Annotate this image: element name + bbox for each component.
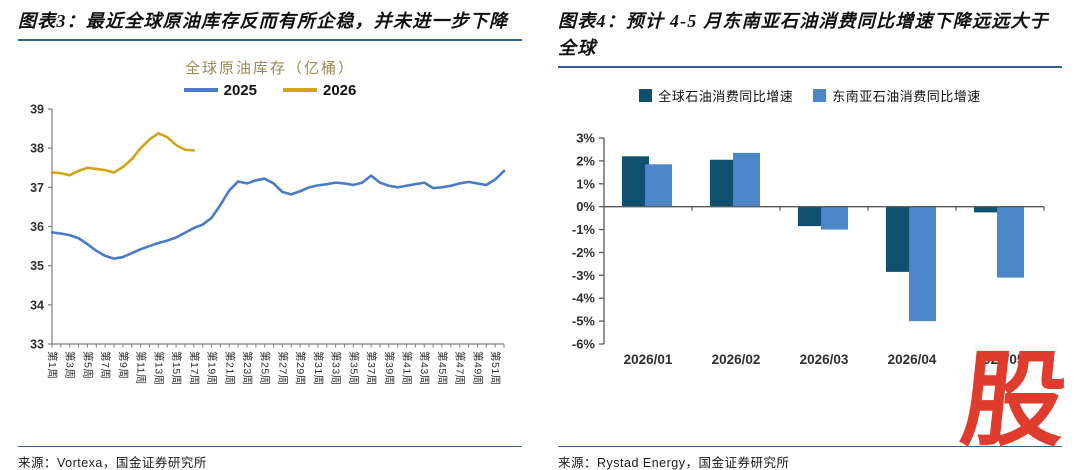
legend-item-2026: 2026: [283, 82, 356, 99]
svg-text:-5%: -5%: [572, 314, 596, 329]
legend-item-2025: 2025: [183, 81, 257, 99]
figure3-heading-divider: [18, 39, 522, 41]
svg-text:第33周: 第33周: [330, 351, 343, 386]
svg-text:-2%: -2%: [572, 245, 596, 260]
svg-text:34: 34: [30, 298, 44, 312]
global-crude-inventory-line-chart: 39 38 37 36 35 34 33 第1周 第3周 第5周 第7周 第9周 第11周 第13周 第15…: [18, 99, 522, 418]
svg-text:第5周: 第5周: [81, 351, 94, 379]
svg-text:第13周: 第13周: [152, 351, 165, 386]
legend-square-swatch-sea: [813, 88, 827, 102]
svg-text:2026/03: 2026/03: [800, 352, 849, 367]
legend-line-swatch-2025: [183, 88, 218, 92]
figure4-heading: 图表4：预计 4-5 月东南亚石油消费同比增速下降远远大于全球: [558, 11, 1049, 58]
legend-line-swatch-2026: [283, 88, 317, 92]
svg-text:第23周: 第23周: [241, 351, 254, 386]
svg-text:38: 38: [30, 142, 44, 156]
red-stock-watermark: 股: [955, 339, 1073, 461]
svg-text:第47周: 第47周: [454, 351, 467, 386]
svg-text:1%: 1%: [576, 176, 595, 191]
legend-label-2026: 2026: [323, 81, 357, 99]
svg-text:-3%: -3%: [572, 268, 596, 283]
svg-text:2%: 2%: [576, 153, 595, 168]
svg-text:第51周: 第51周: [489, 351, 502, 386]
bar-chart-legend: 全球石油消费同比增速 东南亚石油消费同比增速: [558, 86, 1062, 104]
line-chart-legend: 2025 2026: [18, 81, 522, 99]
figure4-heading-divider: [558, 66, 1062, 68]
svg-text:第17周: 第17周: [188, 351, 201, 386]
figure3-heading: 图表3：最近全球原油库存反而有所企稳，并未进一步下降: [18, 11, 509, 31]
figure4-source: 来源：Rystad Energy，国金证券研究所: [558, 456, 790, 470]
oil-consumption-growth-bar-chart: 3% 2% 1% 0% -1% -2% -3% -4% -5% -6% 2026/01 2026/02…: [558, 130, 1062, 383]
svg-text:第27周: 第27周: [276, 351, 289, 386]
svg-text:第11周: 第11周: [135, 351, 148, 385]
figure4-panel: 图表4：预计 4-5 月东南亚石油消费同比增速下降远远大于全球 全球石油消费同比…: [558, 8, 1062, 383]
svg-text:第9周: 第9周: [117, 351, 130, 379]
figure3-source: 来源：Vortexa，国金证券研究所: [18, 456, 207, 470]
line-chart-title: 全球原油库存（亿桶）: [184, 60, 355, 77]
svg-text:3%: 3%: [576, 131, 595, 146]
svg-text:第1周: 第1周: [46, 351, 59, 379]
svg-text:37: 37: [30, 181, 44, 195]
svg-text:第43周: 第43周: [418, 351, 431, 386]
legend-square-swatch-global: [639, 88, 653, 102]
svg-text:第29周: 第29周: [294, 351, 307, 386]
svg-text:第35周: 第35周: [347, 351, 360, 386]
svg-text:第19周: 第19周: [206, 351, 219, 386]
svg-text:35: 35: [30, 259, 44, 273]
svg-text:第15周: 第15周: [170, 351, 183, 386]
svg-text:39: 39: [30, 103, 44, 117]
svg-text:36: 36: [30, 220, 44, 234]
legend-item-global: 全球石油消费同比增速: [639, 86, 793, 105]
svg-text:33: 33: [30, 338, 44, 352]
svg-text:第41周: 第41周: [401, 351, 414, 386]
svg-text:第21周: 第21周: [223, 351, 236, 386]
svg-text:第37周: 第37周: [365, 351, 378, 386]
figure4-bottom-divider: [558, 446, 1062, 447]
svg-text:第7周: 第7周: [99, 351, 112, 379]
svg-text:2026/02: 2026/02: [712, 352, 761, 367]
figure3-panel: 图表3：最近全球原油库存反而有所企稳，并未进一步下降 全球原油库存（亿桶） 20…: [18, 8, 522, 418]
legend-item-sea: 东南亚石油消费同比增速: [813, 86, 981, 105]
svg-text:2026/05: 2026/05: [976, 352, 1025, 367]
figure3-bottom-divider: [18, 446, 522, 447]
svg-text:-1%: -1%: [572, 222, 596, 237]
svg-text:-4%: -4%: [572, 291, 596, 306]
svg-text:2026/04: 2026/04: [888, 352, 937, 367]
legend-label-global: 全球石油消费同比增速: [658, 88, 794, 104]
svg-text:第49周: 第49周: [471, 351, 484, 386]
svg-text:-6%: -6%: [572, 337, 596, 352]
legend-label-sea: 东南亚石油消费同比增速: [832, 88, 981, 104]
svg-text:第45周: 第45周: [436, 351, 449, 386]
svg-text:0%: 0%: [576, 199, 595, 214]
svg-text:第3周: 第3周: [64, 351, 77, 379]
svg-text:第39周: 第39周: [383, 351, 396, 386]
svg-text:第25周: 第25周: [259, 351, 272, 386]
svg-text:2026/01: 2026/01: [624, 352, 673, 367]
svg-text:第31周: 第31周: [312, 351, 325, 386]
legend-label-2025: 2025: [223, 81, 257, 99]
